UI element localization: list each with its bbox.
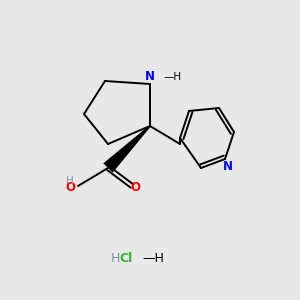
Text: —H: —H — [142, 251, 164, 265]
Text: N: N — [145, 70, 155, 83]
Text: Cl: Cl — [119, 251, 133, 265]
Text: O: O — [66, 181, 76, 194]
Text: H: H — [66, 176, 74, 187]
Text: H: H — [111, 251, 120, 265]
Text: N: N — [223, 160, 233, 173]
Text: —H: —H — [164, 73, 181, 82]
Text: O: O — [130, 181, 141, 194]
Polygon shape — [103, 125, 151, 173]
